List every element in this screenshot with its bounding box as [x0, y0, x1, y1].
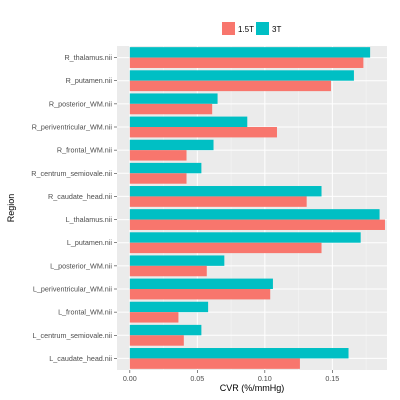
x-axis-title: CVR (%/mmHg): [220, 383, 285, 393]
bar-1-5t: [129, 80, 331, 92]
y-tick-label: R_posterior_WM.nii: [49, 99, 113, 108]
x-tick-label: 0.10: [258, 374, 272, 383]
bar-1-5t: [129, 127, 277, 138]
bar-3t: [129, 70, 354, 81]
bar-3t: [129, 278, 273, 289]
y-tick-label: L_centrum_semiovale.nii: [32, 331, 112, 340]
x-tick-label: 0.00: [123, 374, 137, 383]
x-tick-label: 0.05: [190, 374, 204, 383]
bar-1-5t: [129, 335, 184, 346]
bar-3t: [129, 93, 218, 104]
legend-label-3t: 3T: [272, 25, 281, 34]
bar-1-5t: [129, 265, 207, 277]
y-tick-label: L_putamen.nii: [67, 238, 113, 247]
y-tick-label: R_frontal_WM.nii: [57, 146, 113, 155]
bar-3t: [129, 139, 214, 151]
legend-label-1-5t: 1.5T: [238, 25, 254, 34]
bar-3t: [129, 186, 322, 197]
legend-key-3t: [256, 22, 269, 35]
bar-1-5t: [129, 103, 213, 115]
bar-1-5t: [129, 312, 179, 323]
legend-key-1-5t: [222, 22, 235, 35]
bar-3t: [129, 301, 209, 313]
y-axis-title: Region: [6, 194, 16, 223]
y-tick-label: L_posterior_WM.nii: [50, 261, 112, 270]
x-axis: 0.00 0.05 0.10 0.15: [123, 370, 339, 383]
y-tick-label: R_caudate_head.nii: [48, 192, 112, 201]
y-tick-label: R_thalamus.nii: [64, 53, 112, 62]
bar-3t: [129, 209, 380, 220]
x-tick-label: 0.15: [325, 374, 339, 383]
y-tick-label: R_putamen.nii: [66, 76, 113, 85]
bars: [129, 47, 385, 369]
y-tick-label: L_frontal_WM.nii: [58, 308, 112, 317]
y-tick-label: R_centrum_semiovale.nii: [31, 169, 112, 178]
y-tick-label: L_thalamus.nii: [66, 215, 113, 224]
bar-1-5t: [129, 358, 300, 369]
bar-3t: [129, 116, 248, 127]
bar-1-5t: [129, 196, 307, 207]
y-tick-label: L_caudate_head.nii: [49, 354, 112, 363]
bar-1-5t: [129, 219, 385, 230]
y-tick-label: R_periventricular_WM.nii: [32, 123, 113, 132]
bar-1-5t: [129, 150, 187, 161]
bar-1-5t: [129, 289, 271, 300]
bar-3t: [129, 348, 349, 359]
legend: 1.5T 3T: [222, 22, 281, 35]
bar-1-5t: [129, 242, 322, 254]
bar-1-5t: [129, 57, 364, 68]
bar-3t: [129, 162, 202, 174]
bar-3t: [129, 324, 202, 336]
bar-3t: [129, 232, 361, 243]
bar-3t: [129, 255, 225, 266]
y-tick-label: L_periventricular_WM.nii: [33, 285, 112, 294]
bar-1-5t: [129, 173, 187, 184]
bar-3t: [129, 47, 371, 58]
y-axis: R_thalamus.nii R_putamen.nii R_posterior_W…: [31, 53, 117, 363]
